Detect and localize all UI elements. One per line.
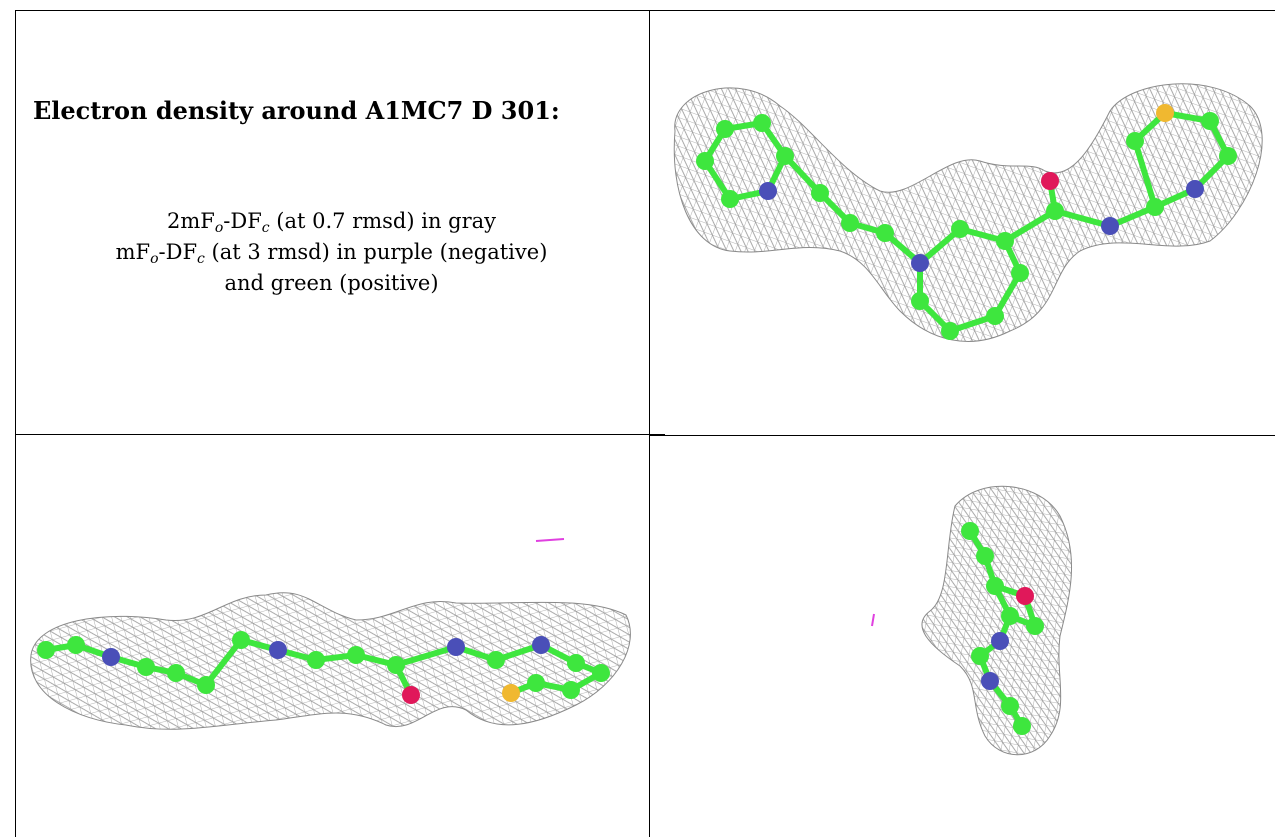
figure-table: Electron density around A1MC7 D 301: 2mF… bbox=[15, 10, 1275, 837]
density-view-side bbox=[16, 435, 649, 837]
density-view-top bbox=[650, 11, 1275, 434]
atoms bbox=[696, 104, 1237, 340]
legend-cell: Electron density around A1MC7 D 301: 2mF… bbox=[15, 10, 649, 434]
atoms bbox=[37, 631, 610, 704]
table-divider-horizontal-right bbox=[649, 435, 1275, 436]
density-view-end bbox=[650, 436, 1275, 837]
negative-density-blob bbox=[871, 613, 875, 627]
atoms bbox=[961, 522, 1044, 735]
table-divider-vertical bbox=[649, 10, 650, 837]
table-divider-horizontal bbox=[15, 434, 665, 435]
density-view-side-image bbox=[30, 538, 631, 730]
legend-line-positive: and green (positive) bbox=[224, 271, 439, 295]
map-legend: 2mFo-DFc (at 0.7 rmsd) in gray mFo-DFc (… bbox=[15, 206, 648, 299]
density-mesh bbox=[673, 83, 1263, 342]
legend-line-2fo: 2mFo-DFc (at 0.7 rmsd) in gray bbox=[166, 209, 497, 236]
density-mesh bbox=[921, 485, 1073, 756]
table-border-top bbox=[15, 10, 1275, 11]
legend-line-fo: mFo-DFc (at 3 rmsd) in purple (negative) bbox=[115, 240, 548, 267]
density-view-top-image bbox=[673, 83, 1263, 342]
table-border-left bbox=[15, 10, 16, 837]
density-view-end-image bbox=[871, 485, 1073, 756]
negative-density-blob bbox=[535, 538, 565, 542]
figure-title: Electron density around A1MC7 D 301: bbox=[33, 96, 560, 125]
